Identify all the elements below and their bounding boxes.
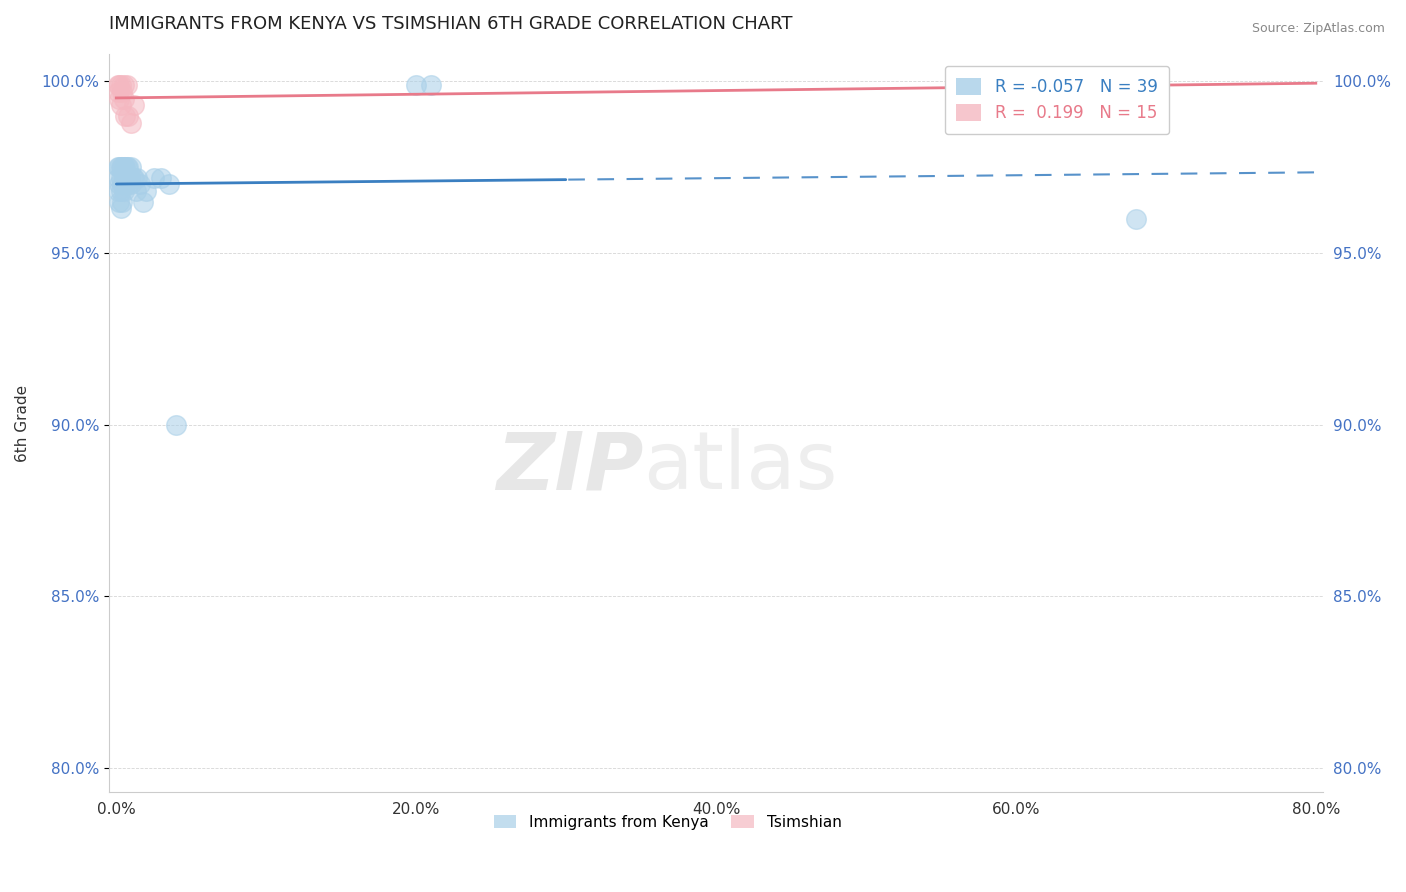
Point bbox=[112, 170, 135, 185]
Point bbox=[108, 92, 131, 106]
Text: IMMIGRANTS FROM KENYA VS TSIMSHIAN 6TH GRADE CORRELATION CHART: IMMIGRANTS FROM KENYA VS TSIMSHIAN 6TH G… bbox=[108, 15, 793, 33]
Text: Source: ZipAtlas.com: Source: ZipAtlas.com bbox=[1251, 22, 1385, 36]
Point bbox=[111, 178, 134, 192]
Point bbox=[112, 78, 135, 92]
Point bbox=[114, 109, 136, 123]
Point bbox=[118, 170, 141, 185]
Point bbox=[420, 78, 443, 92]
Point bbox=[108, 178, 131, 192]
Point bbox=[108, 194, 131, 209]
Point bbox=[117, 109, 139, 123]
Point bbox=[120, 115, 142, 129]
Point bbox=[142, 170, 165, 185]
Point bbox=[135, 184, 157, 198]
Point bbox=[1125, 211, 1147, 226]
Point bbox=[108, 161, 131, 175]
Point bbox=[107, 78, 129, 92]
Point bbox=[107, 170, 129, 185]
Point bbox=[124, 170, 146, 185]
Text: atlas: atlas bbox=[643, 428, 838, 507]
Point bbox=[108, 78, 131, 92]
Point bbox=[1125, 78, 1147, 92]
Point bbox=[107, 85, 129, 99]
Point bbox=[115, 78, 138, 92]
Point bbox=[115, 170, 138, 185]
Point bbox=[112, 92, 135, 106]
Point bbox=[110, 170, 132, 185]
Point bbox=[111, 194, 134, 209]
Point bbox=[115, 161, 138, 175]
Legend: Immigrants from Kenya, Tsimshian: Immigrants from Kenya, Tsimshian bbox=[488, 809, 848, 836]
Point bbox=[117, 161, 139, 175]
Point bbox=[405, 78, 427, 92]
Point bbox=[121, 170, 143, 185]
Point bbox=[110, 161, 132, 175]
Point bbox=[132, 194, 155, 209]
Point bbox=[112, 161, 135, 175]
Point bbox=[111, 161, 134, 175]
Point bbox=[120, 161, 142, 175]
Point bbox=[110, 202, 132, 216]
Point bbox=[129, 178, 152, 192]
Point bbox=[111, 85, 134, 99]
Point bbox=[127, 170, 149, 185]
Point bbox=[107, 161, 129, 175]
Point bbox=[117, 178, 139, 192]
Point bbox=[114, 178, 136, 192]
Point bbox=[107, 184, 129, 198]
Point bbox=[157, 178, 180, 192]
Point bbox=[114, 161, 136, 175]
Text: ZIP: ZIP bbox=[496, 428, 643, 507]
Point bbox=[110, 184, 132, 198]
Point bbox=[165, 417, 187, 432]
Point bbox=[112, 184, 135, 198]
Point bbox=[110, 98, 132, 112]
Point bbox=[125, 184, 148, 198]
Point bbox=[150, 170, 173, 185]
Point bbox=[124, 98, 146, 112]
Point bbox=[110, 78, 132, 92]
Y-axis label: 6th Grade: 6th Grade bbox=[15, 384, 30, 461]
Point bbox=[120, 178, 142, 192]
